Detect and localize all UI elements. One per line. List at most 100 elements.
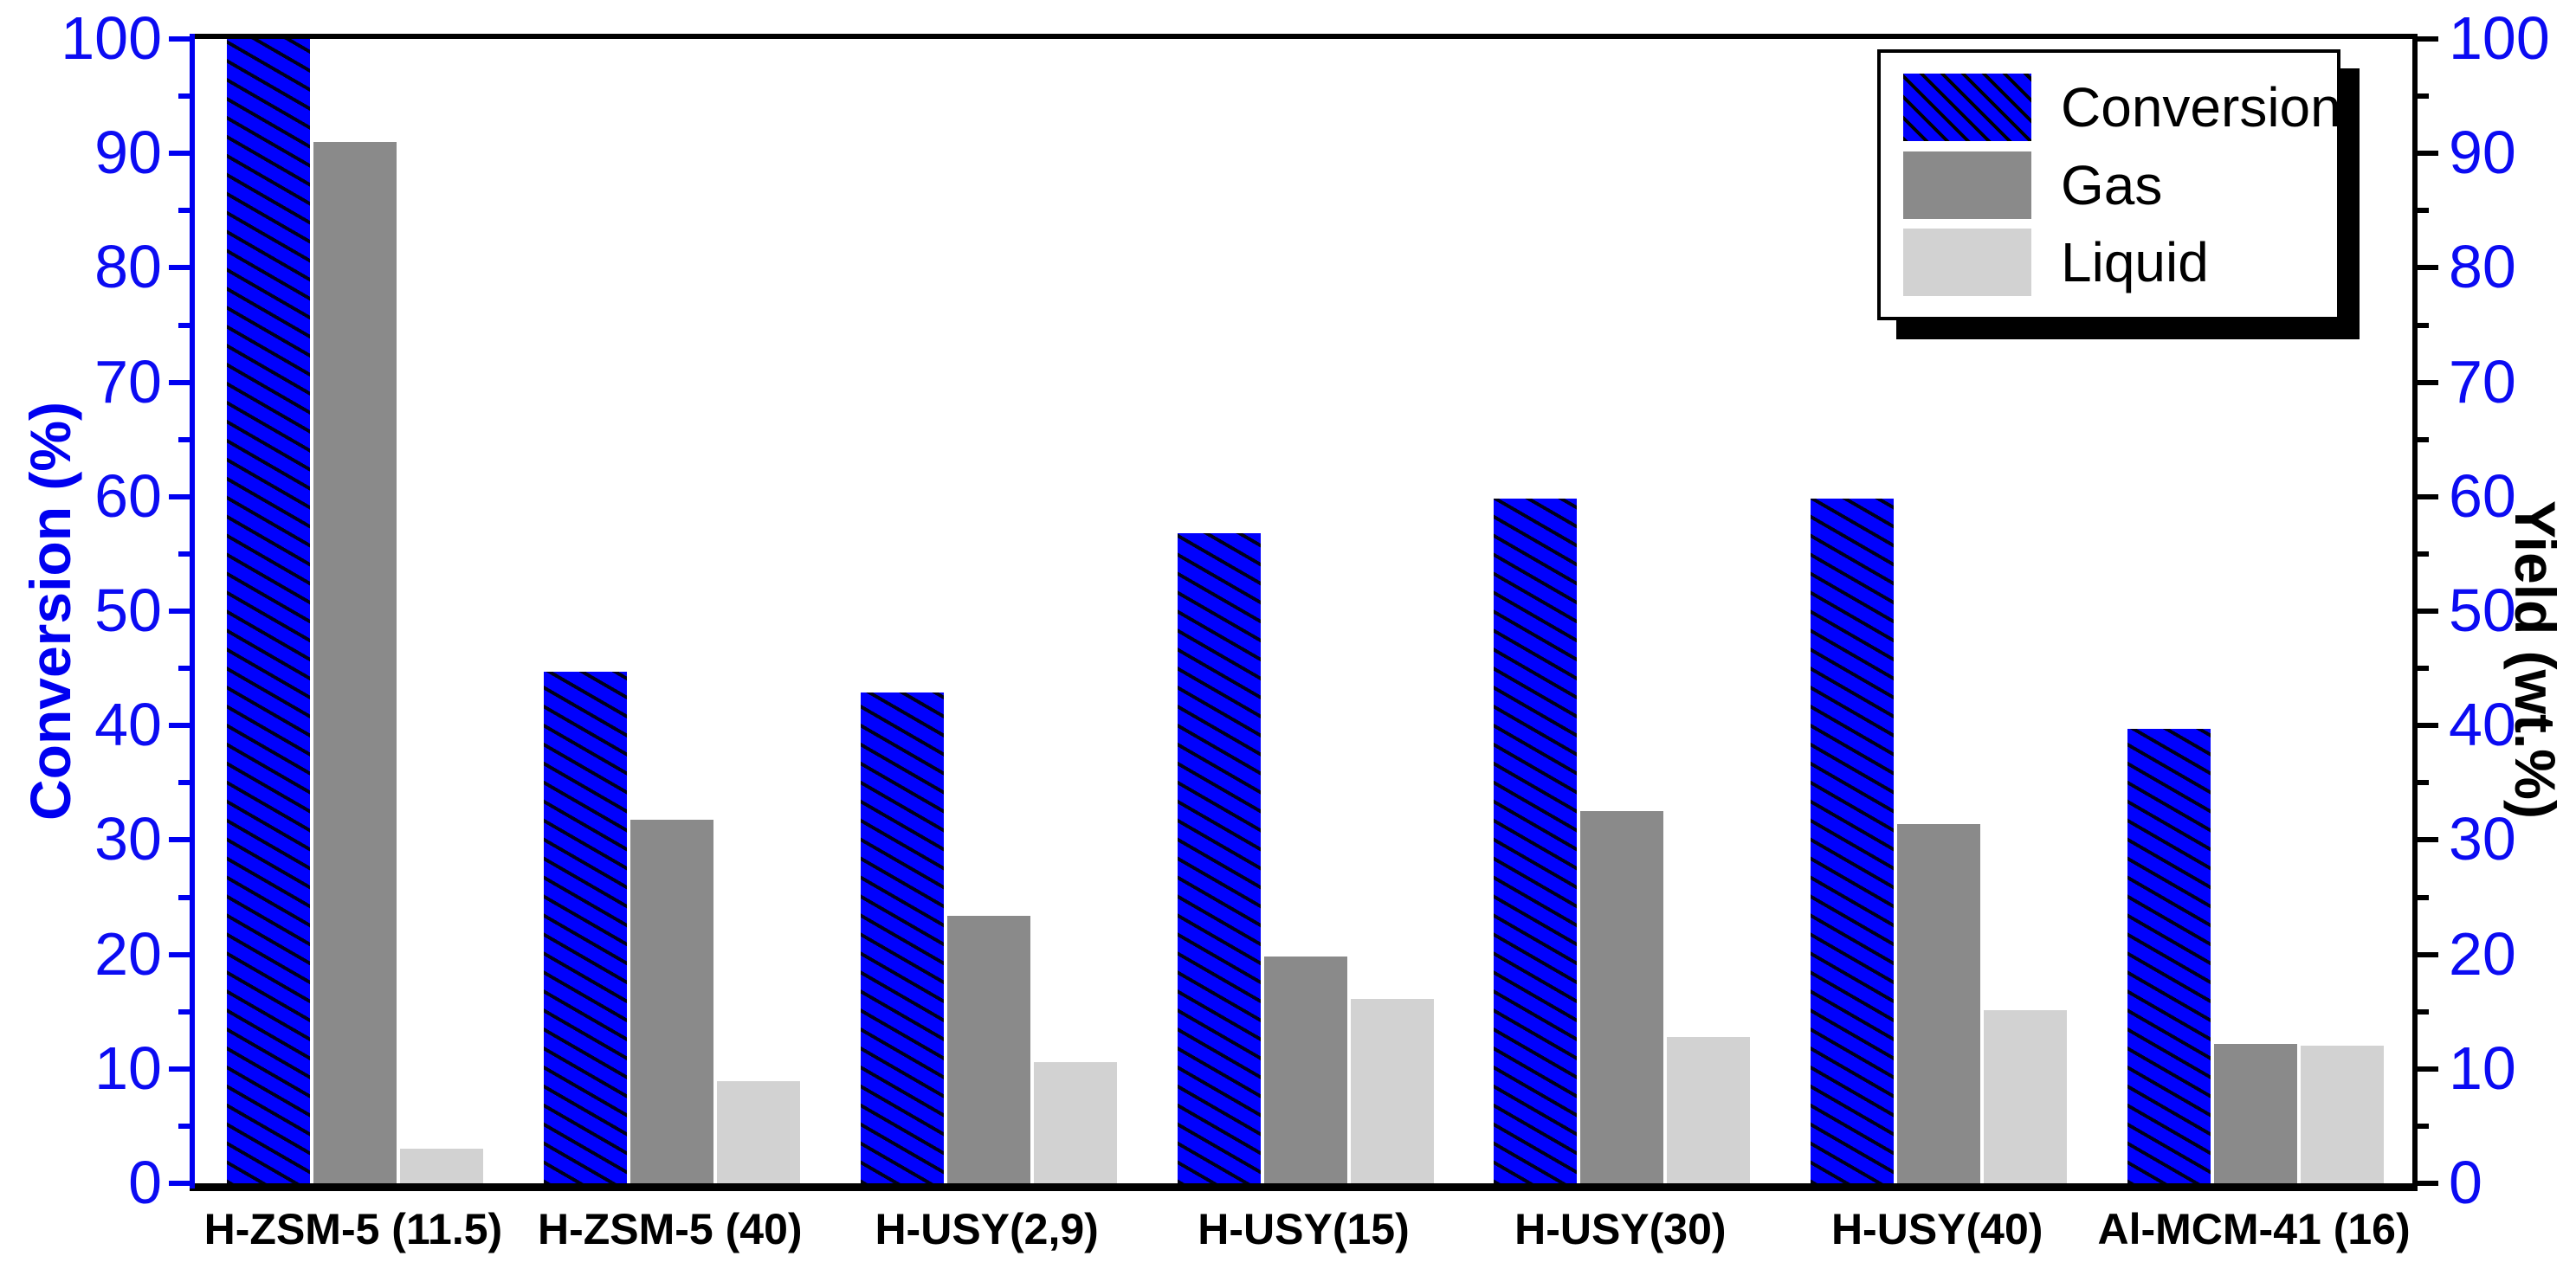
conversion-bar-1 — [543, 672, 627, 1183]
right-axis-minor-tick — [2418, 1123, 2429, 1129]
gas-bar-5 — [1897, 823, 1981, 1183]
right-axis-major-tick — [2418, 723, 2438, 729]
left-axis-minor-tick — [178, 551, 190, 557]
legend-item-gas: Gas — [1903, 151, 2315, 219]
liquid-bar-5 — [1984, 1010, 2068, 1183]
gas-bar-3 — [1263, 957, 1347, 1183]
left-axis-major-tick — [169, 951, 190, 957]
right-axis-minor-tick — [2418, 436, 2429, 442]
right-axis-major-tick — [2418, 36, 2438, 42]
right-axis-tick-label: 30 — [2449, 805, 2516, 873]
left-axis-minor-tick — [178, 1008, 190, 1015]
legend-item-conversion: Conversion — [1903, 74, 2341, 141]
liquid-bar-2 — [1033, 1061, 1117, 1183]
left-axis-major-tick — [169, 493, 190, 499]
left-axis-minor-tick — [178, 208, 190, 214]
conversion-swatch-icon — [1903, 74, 2031, 141]
conversion-bar-4 — [1494, 499, 1578, 1183]
left-axis-tick-label: 0 — [128, 1149, 162, 1216]
legend-label-liquid: Liquid — [2061, 231, 2209, 293]
left-axis-major-tick — [169, 379, 190, 385]
right-axis-major-tick — [2418, 609, 2438, 614]
left-axis-major-tick — [169, 36, 190, 42]
gas-bar-2 — [946, 915, 1030, 1183]
gas-bar-4 — [1580, 811, 1664, 1183]
left-axis-line — [190, 34, 195, 1188]
right-axis-major-tick — [2418, 1181, 2438, 1186]
conversion-bar-0 — [227, 39, 310, 1183]
right-axis-tick-label: 0 — [2449, 1149, 2482, 1216]
left-axis-minor-tick — [178, 1123, 190, 1129]
conversion-bar-3 — [1177, 533, 1261, 1183]
liquid-bar-1 — [716, 1081, 800, 1183]
bottom-axis-line — [190, 1183, 2418, 1191]
category-label-5: H-USY(40) — [1830, 1205, 2043, 1253]
conversion-bar-2 — [860, 692, 944, 1183]
category-label-6: Al-MCM-41 (16) — [2097, 1205, 2411, 1253]
right-axis-tick-label: 20 — [2449, 919, 2516, 988]
category-label-1: H-ZSM-5 (40) — [537, 1205, 803, 1253]
right-axis-tick-label: 10 — [2449, 1034, 2516, 1102]
right-axis-major-tick — [2418, 151, 2438, 157]
right-axis-major-tick — [2418, 493, 2438, 499]
right-axis-minor-tick — [2418, 322, 2429, 328]
right-axis-minor-tick — [2418, 93, 2429, 100]
legend-item-liquid: Liquid — [1903, 229, 2315, 296]
gas-bar-6 — [2214, 1043, 2298, 1183]
right-axis-title: Yield (wt.%) — [2503, 500, 2567, 819]
left-axis-tick-label: 30 — [94, 805, 162, 873]
left-axis-tick-label: 50 — [94, 577, 162, 644]
right-axis-tick-label: 60 — [2449, 461, 2516, 530]
right-axis-major-tick — [2418, 837, 2438, 843]
right-axis-minor-tick — [2418, 666, 2429, 672]
left-axis-tick-label: 40 — [94, 691, 162, 759]
left-axis-major-tick — [169, 1181, 190, 1186]
liquid-bar-3 — [1350, 999, 1434, 1183]
left-axis-tick-label: 100 — [61, 4, 162, 72]
right-axis-major-tick — [2418, 265, 2438, 271]
left-axis-minor-tick — [178, 666, 190, 672]
conversion-bar-6 — [2127, 729, 2211, 1183]
left-axis-major-tick — [169, 265, 190, 271]
left-axis-tick-label: 20 — [94, 919, 162, 988]
right-axis-major-tick — [2418, 951, 2438, 957]
liquid-swatch-icon — [1903, 229, 2031, 296]
gas-bar-1 — [629, 819, 713, 1183]
right-axis-line — [2412, 34, 2418, 1188]
right-axis-major-tick — [2418, 1066, 2438, 1072]
legend: Conversion Gas Liquid — [1877, 49, 2341, 320]
right-axis-minor-tick — [2418, 894, 2429, 900]
conversion-bar-5 — [1811, 499, 1895, 1183]
left-axis-minor-tick — [178, 780, 190, 786]
legend-label-gas: Gas — [2061, 153, 2163, 216]
left-axis-major-tick — [169, 723, 190, 729]
left-axis-tick-label: 10 — [94, 1034, 162, 1102]
left-axis-minor-tick — [178, 436, 190, 442]
category-label-0: H-ZSM-5 (11.5) — [203, 1205, 503, 1253]
left-axis-tick-label: 80 — [94, 233, 162, 301]
left-axis-major-tick — [169, 837, 190, 843]
liquid-bar-0 — [400, 1149, 483, 1183]
liquid-bar-4 — [1667, 1036, 1751, 1183]
category-label-4: H-USY(30) — [1514, 1205, 1727, 1253]
right-axis-minor-tick — [2418, 208, 2429, 214]
left-axis-tick-label: 90 — [94, 119, 162, 187]
category-label-2: H-USY(2,9) — [875, 1205, 1099, 1253]
gas-swatch-icon — [1903, 151, 2031, 219]
liquid-bar-6 — [2301, 1046, 2385, 1183]
right-axis-tick-label: 50 — [2449, 577, 2516, 644]
right-axis-tick-label: 70 — [2449, 347, 2516, 415]
right-axis-tick-label: 100 — [2449, 4, 2550, 72]
category-label-3: H-USY(15) — [1198, 1205, 1410, 1253]
left-axis-tick-label: 60 — [94, 461, 162, 530]
right-axis-minor-tick — [2418, 551, 2429, 557]
top-axis-line — [190, 34, 2418, 39]
left-axis-title: Conversion (%) — [18, 401, 82, 821]
left-axis-minor-tick — [178, 93, 190, 100]
right-axis-tick-label: 80 — [2449, 233, 2516, 301]
left-axis-major-tick — [169, 151, 190, 157]
right-axis-tick-label: 90 — [2449, 119, 2516, 187]
left-axis-minor-tick — [178, 894, 190, 900]
right-axis-tick-label: 40 — [2449, 691, 2516, 759]
